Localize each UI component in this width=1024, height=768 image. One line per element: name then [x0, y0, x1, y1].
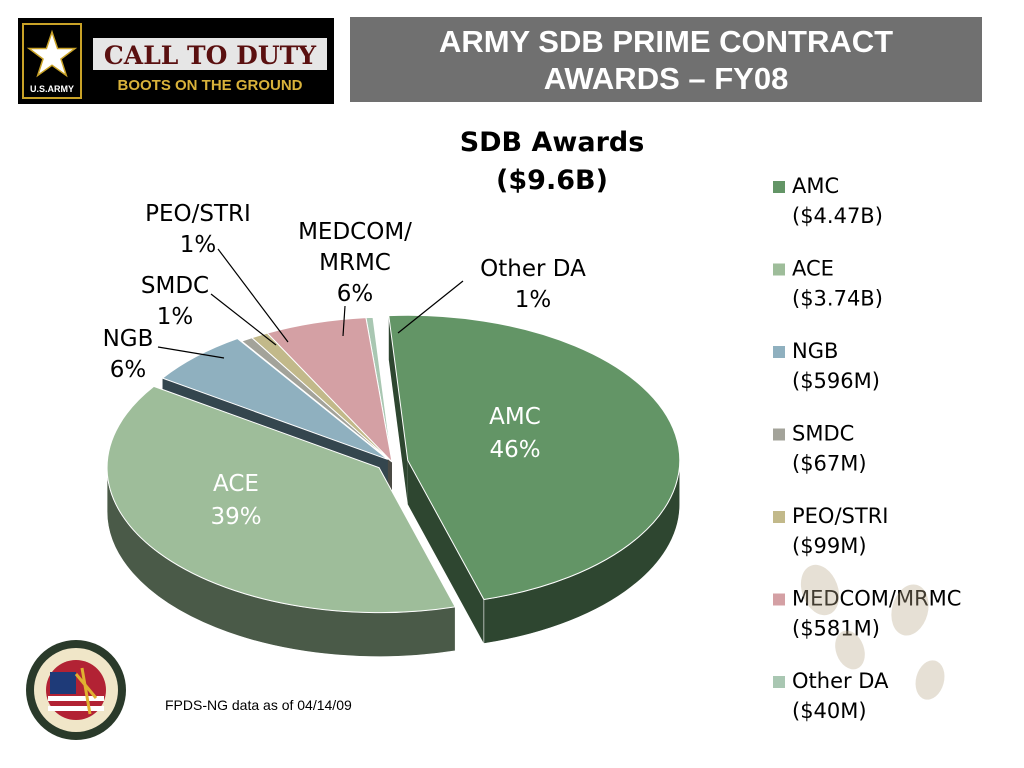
slide-title: ARMY SDB PRIME CONTRACT AWARDS – FY08: [350, 17, 982, 102]
outside-label-peo-1: 1%: [180, 232, 217, 258]
leader-line-medcom: [342, 305, 346, 337]
legend-value: ($596M): [792, 369, 880, 393]
legend-swatch: [773, 181, 785, 193]
slice-label-amc: AMC: [489, 404, 541, 430]
bootprints-watermark-icon: [800, 564, 945, 700]
army-star-icon: [26, 29, 78, 78]
chart-title: SDB Awards: [460, 127, 645, 158]
slice-percent-ace: 39%: [210, 504, 261, 530]
legend-label: ACE: [792, 257, 834, 281]
legend-value: ($4.47B): [792, 204, 883, 228]
legend-label: AMC: [792, 174, 839, 198]
legend-swatch: [773, 263, 785, 276]
outside-label-smdc-0: SMDC: [141, 273, 209, 299]
outside-label-ngb-1: 6%: [110, 357, 147, 383]
legend-item-peo-stri: PEO/STRI ($99M): [773, 504, 888, 558]
legend-swatch: [773, 593, 785, 606]
call-to-duty-logo: U.S.ARMY CALL TO DUTY BOOTS ON THE GROUN…: [18, 18, 334, 104]
title-line-1: ARMY SDB PRIME CONTRACT: [438, 23, 894, 59]
legend-swatch: [773, 346, 785, 358]
legend-label: NGB: [792, 339, 838, 363]
legend-label: MEDCOM/MRMC: [792, 587, 961, 611]
legend-item-amc: AMC ($4.47B): [773, 174, 883, 228]
leader-line-ngb: [157, 346, 225, 359]
leader-line-other: [397, 280, 464, 334]
chart-subtitle: ($9.6B): [496, 165, 608, 196]
legend-swatch: [773, 511, 785, 523]
outside-label-medcom-0: MEDCOM/: [298, 219, 412, 245]
outside-label-medcom-2: 6%: [337, 281, 374, 307]
legend-value: ($40M): [792, 699, 867, 723]
legend-value: ($99M): [792, 534, 867, 558]
title-line-2: AWARDS – FY08: [543, 60, 789, 96]
leader-line-peo: [217, 248, 289, 343]
slice-percent-amc: 46%: [489, 437, 540, 463]
legend-value: ($3.74B): [792, 287, 883, 311]
legend-value: ($67M): [792, 452, 867, 476]
outside-label-other-1: 1%: [515, 287, 552, 313]
leader-line-smdc: [210, 293, 277, 346]
source-note: FPDS-NG data as of 04/14/09: [165, 697, 352, 713]
pie-slice-amc: [388, 314, 681, 644]
legend-label: PEO/STRI: [792, 504, 888, 528]
logo-main-text: CALL TO DUTY: [104, 41, 317, 70]
legend-item-ace: ACE ($3.74B): [773, 257, 883, 311]
legend-item-medcom-mrmc: MEDCOM/MRMC ($581M): [773, 587, 961, 641]
legend-swatch: [773, 428, 785, 441]
slice-label-ace: ACE: [213, 471, 259, 497]
pie-slice-ace: [106, 385, 456, 657]
legend-item-ngb: NGB ($596M): [773, 339, 880, 393]
logo-sub-text: BOOTS ON THE GROUND: [117, 77, 302, 94]
department-army-seal-icon: [26, 640, 126, 740]
logo-army-text: U.S.ARMY: [30, 84, 74, 94]
legend-label: SMDC: [792, 422, 854, 446]
outside-label-ngb-0: NGB: [103, 326, 154, 352]
legend-value: ($581M): [792, 617, 880, 641]
outside-label-other-0: Other DA: [480, 256, 586, 282]
legend-swatch: [773, 676, 785, 688]
outside-label-smdc-1: 1%: [157, 304, 194, 330]
legend-item-other-da: Other DA ($40M): [773, 669, 889, 723]
outside-label-peo-0: PEO/STRI: [145, 201, 251, 227]
legend-label: Other DA: [792, 669, 889, 693]
legend-item-smdc: SMDC ($67M): [773, 422, 867, 476]
outside-label-medcom-1: MRMC: [319, 250, 391, 276]
